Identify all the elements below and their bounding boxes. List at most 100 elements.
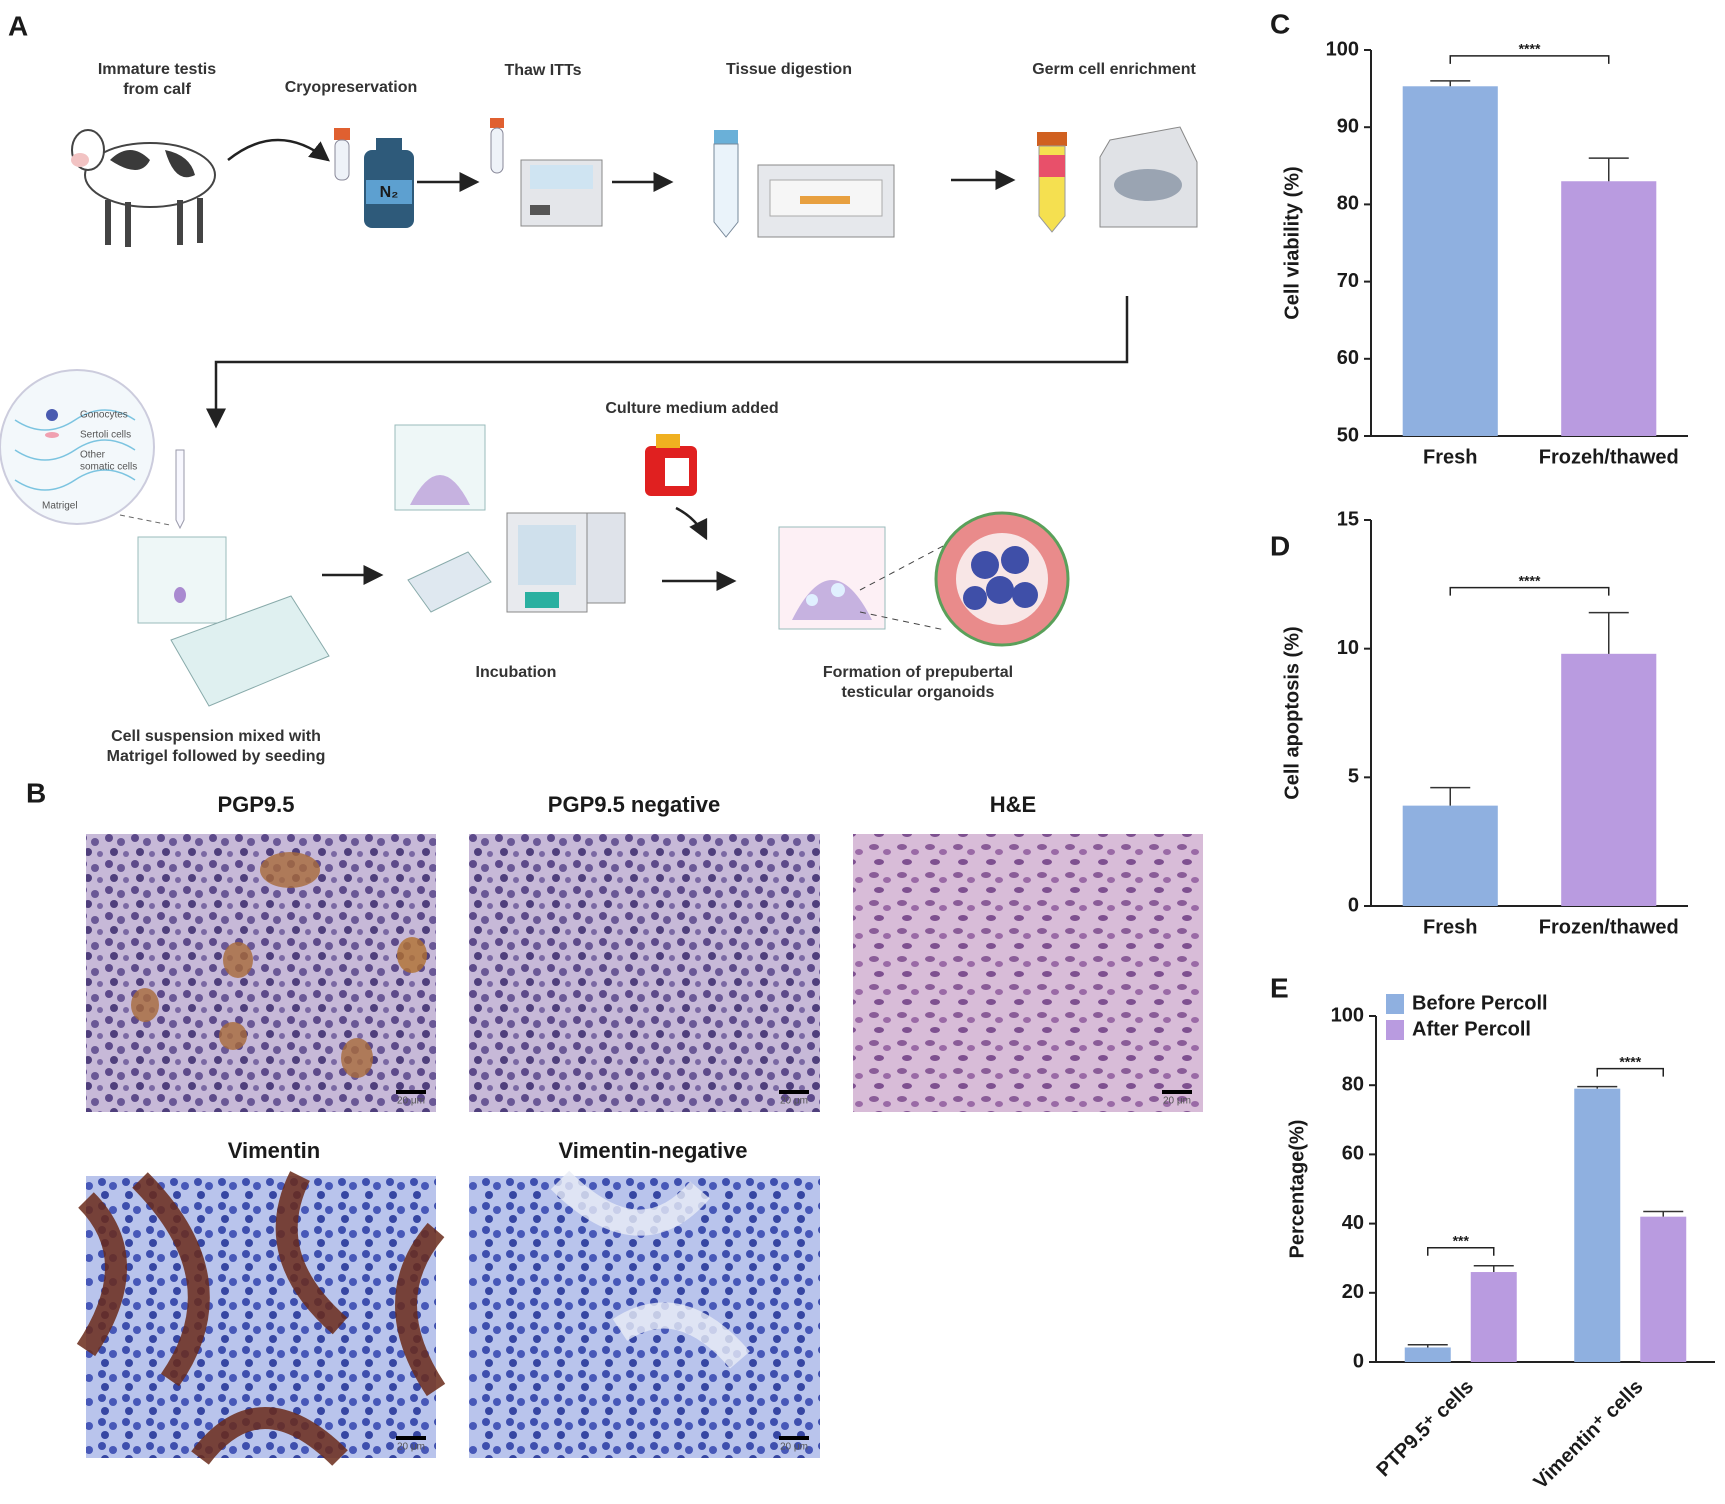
- tube-icon-part: [366, 180, 412, 204]
- step-label: Immature testis: [98, 61, 216, 78]
- y-tick-label: 100: [1326, 38, 1359, 60]
- cow-icon: [71, 129, 216, 247]
- organoid-icons-part: [963, 586, 987, 610]
- x-tick-label: Fresh: [1423, 446, 1477, 468]
- enrichment-icons-part: [1037, 132, 1067, 146]
- organoid-icons-part: [792, 580, 872, 620]
- y-tick-label: 20: [1342, 1281, 1364, 1303]
- organoid-icons-part: [971, 551, 999, 579]
- tube-icon-part: [376, 138, 402, 152]
- step-label: Cell suspension mixed with: [111, 728, 321, 745]
- matrigel-inset: Gonocytes Sertoli cells Other somatic ce…: [0, 369, 171, 526]
- organoid-icons-part: [806, 594, 818, 606]
- y-tick-label: 5: [1348, 766, 1359, 788]
- digestion-icons-part: [800, 196, 850, 204]
- x-tick-label: Fresh: [1423, 916, 1477, 938]
- legend-swatch: [1386, 994, 1404, 1014]
- organoid-icons-part: [859, 544, 946, 631]
- organoid-icons-part: [1001, 546, 1029, 574]
- micrograph-part: [219, 1022, 247, 1050]
- seeding-icons: [137, 449, 330, 707]
- micrograph-part: [131, 988, 159, 1022]
- error-bar: [1430, 80, 1471, 87]
- y-axis-label: Percentage(%): [1286, 1120, 1308, 1259]
- inset-label: Matrigel: [42, 501, 78, 512]
- significance-label: ****: [1519, 572, 1541, 588]
- error-bar: [1588, 611, 1629, 654]
- step-label: Cryopreservation: [285, 79, 418, 96]
- tube-icon-part: [334, 128, 350, 140]
- organoid-icons-part: [1012, 582, 1038, 608]
- matrigel-inset-part: [45, 432, 59, 438]
- y-tick-label: 70: [1337, 270, 1359, 292]
- significance-bracket: [1427, 1247, 1495, 1256]
- y-tick-label: 60: [1342, 1143, 1364, 1165]
- micrograph-title: H&E: [990, 792, 1036, 817]
- y-tick-label: 80: [1342, 1073, 1364, 1095]
- step-label: Matrigel followed by seeding: [107, 748, 326, 765]
- micrograph-title: Vimentin-negative: [558, 1138, 747, 1163]
- incubation-icons-part: [518, 525, 576, 585]
- step-label: Incubation: [476, 664, 557, 681]
- panel-label: C: [1270, 8, 1290, 39]
- tube-icon-part: [334, 139, 350, 181]
- bar: [1561, 181, 1657, 436]
- y-tick-label: 100: [1331, 1004, 1364, 1026]
- x-tick-label: PTP9.5⁺ cells: [1372, 1376, 1478, 1482]
- water-bath-icon-part: [490, 127, 504, 174]
- incubation-icons-part: [410, 475, 470, 505]
- flow-arrows: [206, 138, 1129, 591]
- micrograph-part: [397, 937, 427, 973]
- matrigel-inset-part: [0, 369, 155, 525]
- scale-bar-label: 20 μm: [780, 1442, 808, 1453]
- scale-bar-label: 20 μm: [397, 1096, 425, 1107]
- significance-label: ****: [1619, 1053, 1641, 1069]
- micrograph-part: [341, 1038, 373, 1078]
- incubation-icons: [394, 424, 697, 613]
- bar: [1574, 1088, 1621, 1362]
- organoid-icons-part: [831, 583, 845, 597]
- significance-label: ****: [1519, 41, 1541, 57]
- seeding-icons-part: [174, 587, 186, 603]
- step-label: from calf: [123, 81, 191, 98]
- y-tick-label: 50: [1337, 424, 1359, 446]
- water-bath-icon-part: [530, 205, 550, 215]
- digestion-icons-part: [714, 130, 738, 144]
- step-label: Germ cell enrichment: [1032, 61, 1196, 78]
- panel-label: E: [1270, 972, 1289, 1003]
- panel-label: B: [26, 777, 46, 808]
- water-bath-icon-part: [530, 165, 593, 189]
- error-bar: [1430, 786, 1471, 806]
- step-label: Formation of prepubertal: [823, 664, 1013, 681]
- digestion-icons-part: [713, 143, 739, 238]
- legend-label: Before Percoll: [1412, 992, 1548, 1014]
- matrigel-inset-part: [119, 514, 171, 526]
- step-label: Culture medium added: [605, 400, 778, 417]
- organoid-icons-part: [986, 576, 1014, 604]
- micrograph: H&E 20 μm: [853, 792, 1203, 1112]
- micrograph: PGP9.5 20 μm: [86, 792, 436, 1112]
- incubation-icons-part: [665, 458, 689, 486]
- inset-label: Gonocytes: [80, 410, 128, 421]
- inset-label: Other: [80, 450, 106, 461]
- scale-bar-label: 20 μm: [1163, 1096, 1191, 1107]
- micrograph-part: [550, 1170, 750, 1369]
- panel-label: A: [8, 10, 28, 41]
- error-bar: [1577, 1085, 1618, 1089]
- incubation-icons-part: [525, 592, 559, 608]
- micrograph-part: [396, 1090, 426, 1094]
- bar: [1402, 805, 1498, 906]
- incubation-icons-part: [586, 512, 626, 604]
- error-bar: [1643, 1210, 1684, 1217]
- seeding-icons-part: [137, 536, 227, 624]
- seeding-icons-part: [170, 595, 330, 707]
- water-bath-icon: [490, 118, 603, 227]
- error-bar: [1473, 1265, 1514, 1273]
- matrigel-inset-part: [46, 409, 58, 421]
- scale-bar-label: 20 μm: [397, 1442, 425, 1453]
- y-tick-label: 80: [1337, 193, 1359, 215]
- micrograph-title: PGP9.5: [217, 792, 294, 817]
- significance-bracket: [1449, 55, 1610, 64]
- micrograph: Vimentin 20 μm: [76, 1138, 446, 1466]
